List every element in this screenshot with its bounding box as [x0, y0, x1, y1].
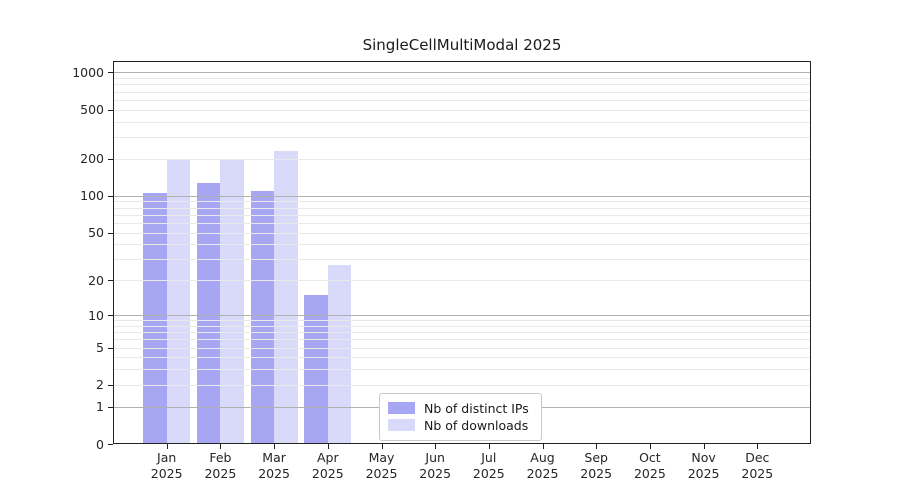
x-tick-label: Feb 2025	[204, 450, 237, 481]
y-tick-label: 500	[80, 102, 104, 117]
x-tick-label: Aug 2025	[526, 450, 559, 481]
bar-distinct-ips	[143, 193, 167, 444]
x-tick-mark	[703, 444, 705, 449]
minor-gridline	[113, 207, 811, 209]
y-tick-mark	[108, 158, 113, 160]
y-tick-mark	[108, 315, 113, 316]
x-tick-label: Jun 2025	[419, 450, 452, 481]
x-tick-label: May 2025	[365, 450, 398, 481]
minor-gridline	[113, 158, 811, 160]
x-tick-mark	[488, 444, 490, 449]
minor-gridline	[113, 325, 811, 327]
x-tick-mark	[596, 444, 598, 449]
y-tick-label: 2	[96, 377, 104, 393]
y-tick-mark	[108, 109, 113, 111]
legend-label-downloads: Nb of downloads	[424, 417, 529, 433]
minor-gridline	[113, 320, 811, 322]
y-tick-mark	[108, 406, 113, 408]
bar-distinct-ips	[250, 190, 275, 444]
minor-gridline	[113, 121, 811, 123]
x-tick-label: Jul 2025	[472, 450, 505, 481]
y-tick-mark	[108, 72, 113, 74]
x-tick-mark	[274, 444, 276, 449]
minor-gridline	[113, 201, 811, 203]
y-tick-mark	[108, 195, 113, 197]
y-tick-mark	[108, 280, 113, 282]
y-tick-label: 1	[96, 399, 104, 415]
minor-gridline	[113, 99, 811, 101]
y-tick-mark	[108, 384, 113, 386]
y-tick-label: 10	[88, 307, 104, 323]
minor-gridline	[113, 244, 811, 246]
minor-gridline	[113, 369, 811, 371]
y-tick-label: 20	[88, 272, 104, 288]
bar-downloads	[220, 158, 244, 444]
minor-gridline	[113, 280, 811, 282]
bar-downloads	[166, 158, 191, 444]
minor-gridline	[113, 84, 811, 86]
x-tick-label: Oct 2025	[633, 450, 666, 481]
legend: Nb of distinct IPs Nb of downloads	[379, 393, 542, 441]
major-gridline	[113, 315, 811, 316]
legend-item-downloads: Nb of downloads	[388, 417, 533, 433]
minor-gridline	[113, 137, 811, 138]
x-tick-mark	[757, 444, 759, 449]
minor-gridline	[113, 109, 811, 111]
x-tick-label: Apr 2025	[311, 450, 344, 481]
x-tick-mark	[166, 444, 168, 449]
minor-gridline	[113, 357, 811, 359]
y-tick-label: 1000	[72, 64, 104, 80]
x-tick-label: Dec 2025	[741, 450, 774, 481]
x-tick-mark	[381, 444, 383, 449]
x-tick-label: Mar 2025	[258, 450, 290, 481]
legend-item-distinct-ips: Nb of distinct IPs	[388, 400, 533, 416]
x-tick-mark	[220, 444, 222, 449]
minor-gridline	[113, 339, 811, 341]
legend-swatch-distinct-ips	[388, 402, 415, 414]
x-tick-mark	[327, 444, 329, 449]
minor-gridline	[113, 259, 811, 261]
y-tick-label: 200	[80, 151, 104, 167]
minor-gridline	[113, 332, 811, 334]
minor-gridline	[113, 91, 811, 93]
major-gridline	[113, 195, 811, 197]
chart-title: SingleCellMultiModal 2025	[362, 36, 562, 54]
minor-gridline	[113, 78, 811, 79]
y-tick-mark	[108, 232, 113, 234]
x-tick-label: Jan 2025	[150, 450, 183, 481]
y-tick-label: 50	[88, 225, 104, 240]
minor-gridline	[113, 384, 811, 386]
y-tick-mark	[108, 444, 113, 445]
y-tick-label: 100	[80, 188, 104, 204]
minor-gridline	[113, 347, 811, 349]
minor-gridline	[113, 222, 811, 224]
y-tick-label: 5	[96, 340, 104, 356]
x-tick-mark	[542, 444, 544, 449]
legend-label-distinct-ips: Nb of distinct IPs	[424, 400, 529, 416]
x-tick-label: Sep 2025	[580, 450, 613, 481]
major-gridline	[113, 72, 811, 74]
bar-downloads	[327, 264, 352, 444]
bar-downloads	[274, 151, 298, 444]
x-tick-label: Nov 2025	[687, 450, 720, 481]
x-tick-mark	[435, 444, 437, 449]
legend-swatch-downloads	[388, 419, 415, 431]
minor-gridline	[113, 232, 811, 234]
minor-gridline	[113, 214, 811, 216]
x-tick-mark	[649, 444, 651, 449]
bar-distinct-ips	[196, 182, 221, 444]
y-tick-mark	[108, 347, 113, 349]
y-tick-label: 0	[96, 436, 104, 452]
